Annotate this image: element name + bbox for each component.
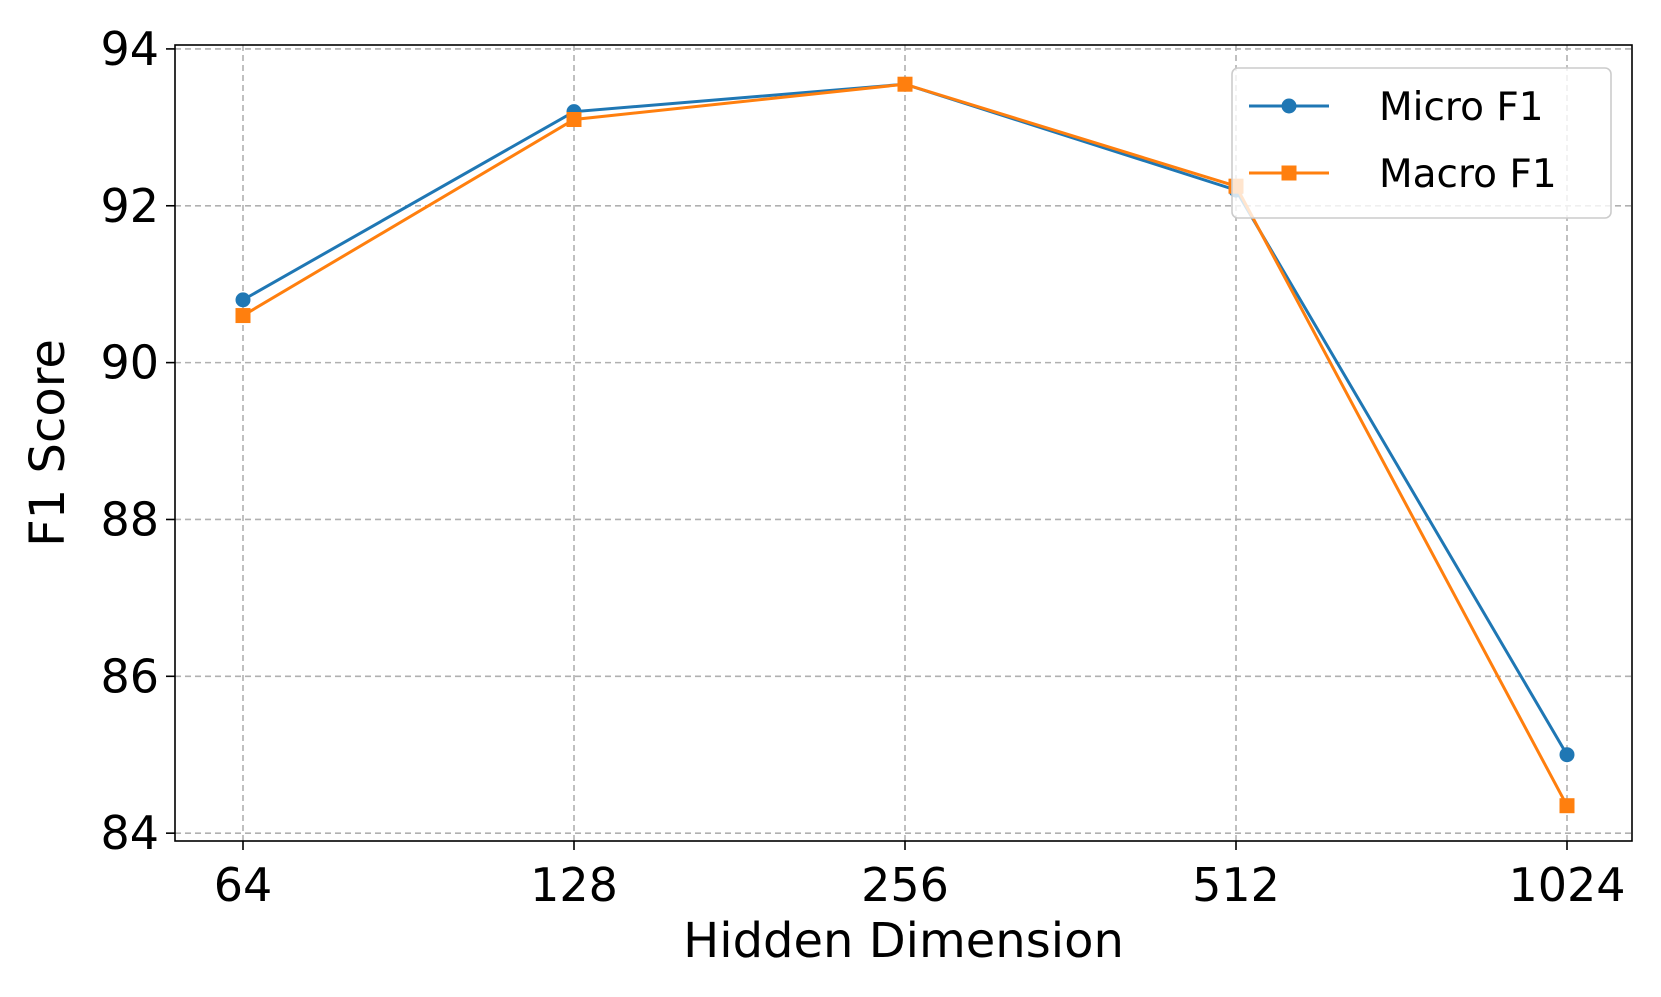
- x-tick-label: 512: [1192, 858, 1280, 912]
- x-tick-label: 128: [530, 858, 618, 912]
- data-point: [1559, 747, 1575, 763]
- legend-item: Micro F1: [1249, 85, 1544, 130]
- legend-label: Micro F1: [1379, 85, 1544, 130]
- legend: Micro F1 Macro F1: [1231, 67, 1612, 219]
- y-tick-label: 94: [100, 22, 159, 76]
- y-tick-label: 88: [100, 492, 159, 546]
- x-tick-label: 1024: [1508, 858, 1625, 912]
- data-point: [897, 76, 913, 92]
- data-point: [566, 112, 582, 128]
- y-tick-label: 84: [100, 806, 159, 860]
- legend-item: Macro F1: [1249, 152, 1557, 197]
- ticks: 84 86 88 90 92 94 64 128 256 512 1024: [100, 22, 1625, 912]
- x-tick-label: 64: [214, 858, 273, 912]
- data-point: [1559, 798, 1575, 814]
- y-tick-label: 86: [100, 649, 159, 703]
- y-tick-label: 92: [100, 179, 159, 233]
- data-point: [235, 308, 251, 324]
- y-axis-title: F1 Score: [20, 339, 76, 547]
- data-point: [235, 292, 251, 308]
- plot-frame: [174, 44, 1633, 842]
- series-layer: [235, 76, 1575, 814]
- x-axis-title: Hidden Dimension: [683, 913, 1124, 969]
- x-tick-label: 256: [861, 858, 949, 912]
- y-tick-label: 90: [100, 336, 159, 390]
- legend-marker: [1281, 165, 1297, 181]
- legend-label: Macro F1: [1379, 152, 1557, 197]
- legend-marker: [1281, 98, 1297, 114]
